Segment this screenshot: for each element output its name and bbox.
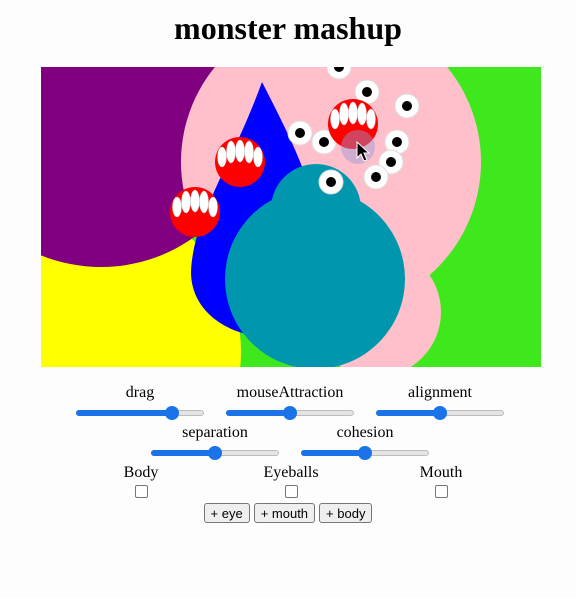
alignment-slider[interactable] <box>376 404 504 420</box>
slider-label: mouseAttraction <box>236 384 344 401</box>
checkbox-body: Body <box>81 464 201 498</box>
eyeball <box>318 169 344 195</box>
checkbox-eyeballs: Eyeballs <box>231 464 351 498</box>
body-checkbox[interactable] <box>134 485 148 498</box>
slider-thumb[interactable] <box>164 406 179 420</box>
slider-label: separation <box>182 424 248 441</box>
eyeball <box>363 164 389 190</box>
mouth <box>215 137 265 187</box>
checkbox-label: Eyeballs <box>263 464 319 481</box>
page-title: monster mashup <box>174 10 402 46</box>
eyeball <box>384 129 410 155</box>
eyeball <box>378 149 404 175</box>
cohesion-slider[interactable] <box>301 444 429 460</box>
slider-label: cohesion <box>336 424 394 441</box>
slider-alignment: alignment <box>365 384 515 420</box>
eyeball <box>287 120 313 146</box>
slider-separation: separation <box>140 424 290 460</box>
eyeballs-checkbox[interactable] <box>284 485 298 498</box>
cursor-icon <box>356 140 371 162</box>
eyeball <box>394 93 420 119</box>
mouse-attraction-slider[interactable] <box>226 404 354 420</box>
slider-thumb[interactable] <box>358 446 372 460</box>
separation-slider[interactable] <box>151 444 279 460</box>
add-body-button[interactable]: + body <box>319 503 373 523</box>
mouth <box>170 187 220 237</box>
slider-cohesion: cohesion <box>290 424 440 460</box>
drag-slider[interactable] <box>76 404 204 420</box>
eyeball <box>354 79 380 105</box>
slider-mouse-attraction: mouseAttraction <box>215 384 365 420</box>
slider-thumb[interactable] <box>433 406 447 420</box>
add-eye-button[interactable]: + eye <box>203 503 250 523</box>
checkbox-label: Mouth <box>419 464 463 481</box>
slider-label: alignment <box>408 384 472 401</box>
slider-thumb[interactable] <box>208 446 222 460</box>
eyeball <box>311 129 337 155</box>
monster-canvas[interactable] <box>41 67 541 367</box>
canvas-svg[interactable] <box>41 67 541 367</box>
slider-label: drag <box>125 384 155 401</box>
slider-drag: drag <box>65 384 215 420</box>
monster-body <box>225 189 405 367</box>
checkbox-label: Body <box>123 464 159 481</box>
add-mouth-button[interactable]: + mouth <box>253 503 316 523</box>
eyeball <box>326 67 352 80</box>
checkbox-mouth: Mouth <box>381 464 501 498</box>
mouth-checkbox[interactable] <box>434 485 448 498</box>
button-row: + eye + mouth + body <box>0 503 576 523</box>
mouth <box>328 99 378 149</box>
slider-thumb[interactable] <box>283 406 297 420</box>
